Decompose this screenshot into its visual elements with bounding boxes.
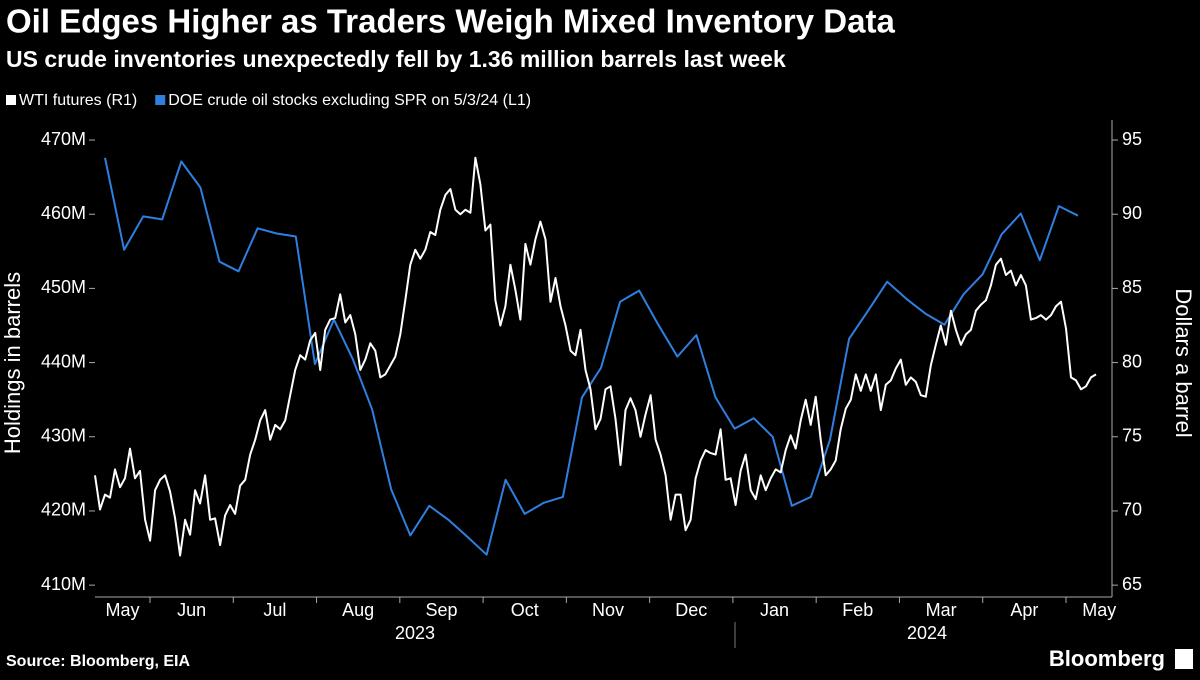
x-tick-label: Apr	[1010, 600, 1038, 620]
y2-tick-label: 80	[1122, 351, 1142, 371]
y-tick-label: 450M	[41, 277, 86, 297]
x-tick-label: Oct	[511, 600, 539, 620]
x-tick-label: Dec	[675, 600, 707, 620]
y-tick-label: 440M	[41, 351, 86, 371]
y-tick-label: 460M	[41, 203, 86, 223]
y2-tick-label: 65	[1122, 574, 1142, 594]
legend-label: DOE crude oil stocks excluding SPR on 5/…	[168, 92, 531, 109]
x-tick-label: May	[105, 600, 139, 620]
brand-icon	[1175, 649, 1193, 669]
y2-tick-label: 95	[1122, 129, 1142, 149]
x-tick-label: Jun	[177, 600, 206, 620]
y2-tick-label: 90	[1122, 203, 1142, 223]
y-tick-label: 430M	[41, 426, 86, 446]
brand: Bloomberg	[1049, 646, 1165, 671]
y-tick-label: 420M	[41, 500, 86, 520]
y-tick-label: 470M	[41, 129, 86, 149]
y2-tick-label: 70	[1122, 500, 1142, 520]
source: Source: Bloomberg, EIA	[6, 653, 190, 670]
x-tick-label: Sep	[425, 600, 457, 620]
x-tick-label: Mar	[926, 600, 957, 620]
x-tick-label: Nov	[592, 600, 624, 620]
legend-swatch	[6, 95, 16, 105]
year-label: 2023	[395, 623, 435, 643]
y2-tick-label: 75	[1122, 426, 1142, 446]
legend-swatch	[155, 95, 166, 105]
year-label: 2024	[907, 623, 947, 643]
x-tick-label: Jan	[760, 600, 789, 620]
y2-axis-label: Dollars a barrel	[1171, 288, 1196, 437]
chart-subtitle: US crude inventories unexpectedly fell b…	[6, 46, 786, 72]
x-tick-label: Feb	[842, 600, 873, 620]
y-tick-label: 410M	[41, 574, 86, 594]
y2-tick-label: 85	[1122, 277, 1142, 297]
legend-label: WTI futures (R1)	[19, 92, 137, 109]
chart-title: Oil Edges Higher as Traders Weigh Mixed …	[6, 3, 895, 40]
x-tick-label: Jul	[263, 600, 286, 620]
y-axis-label: Holdings in barrels	[0, 272, 25, 454]
x-tick-label: May	[1082, 600, 1116, 620]
series-line	[94, 156, 1097, 557]
x-tick-label: Aug	[342, 600, 374, 620]
series-line	[104, 157, 1079, 556]
